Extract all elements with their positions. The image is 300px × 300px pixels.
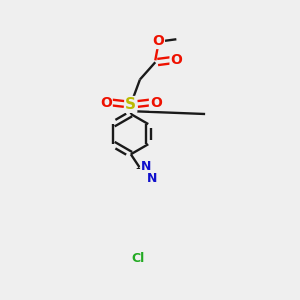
Text: Cl: Cl: [132, 252, 145, 265]
Text: O: O: [152, 34, 164, 48]
Text: O: O: [170, 53, 182, 67]
Text: S: S: [125, 97, 136, 112]
Text: N: N: [141, 160, 152, 173]
Text: O: O: [100, 95, 112, 110]
Text: O: O: [150, 95, 162, 110]
Text: N: N: [147, 172, 157, 184]
